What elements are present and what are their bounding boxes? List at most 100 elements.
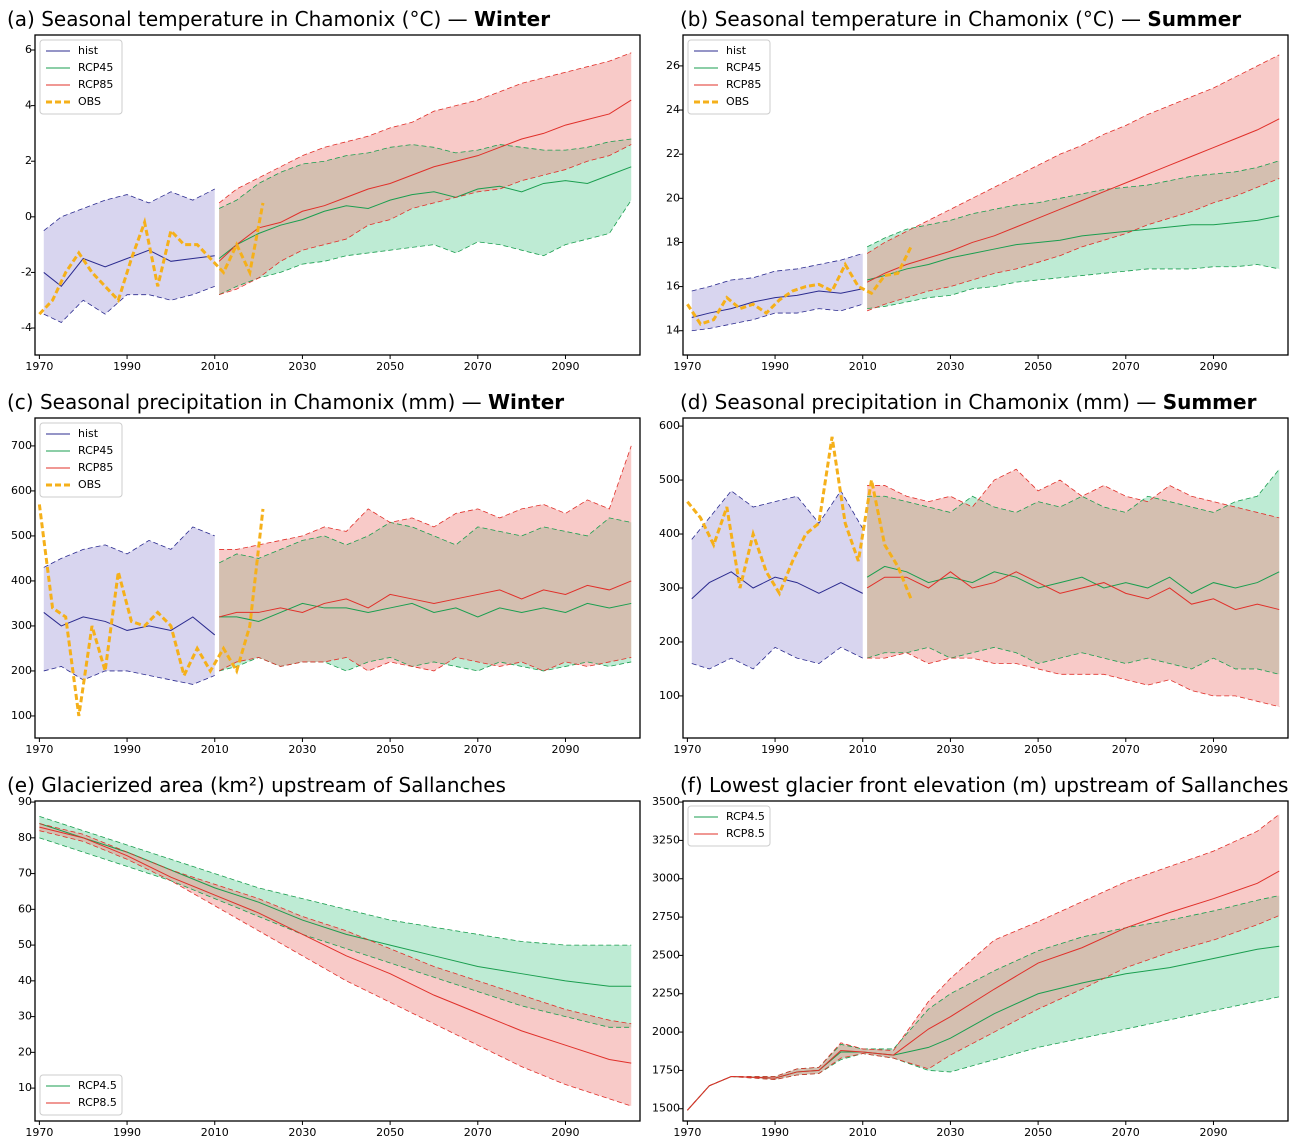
band-lower (39, 837, 632, 1028)
x-tick-label: 1990 (113, 360, 141, 373)
panel: (e) Glacierized area (km²) upstream of S… (7, 773, 641, 1138)
panel-title: (c) Seasonal precipitation in Chamonix (… (7, 390, 564, 414)
band-lower (867, 652, 1280, 708)
series-line (691, 288, 863, 318)
band (39, 823, 632, 1106)
series-line (43, 249, 215, 288)
panel: (b) Seasonal temperature in Chamonix (°C… (666, 7, 1289, 373)
title-text: (f) Lowest glacier front elevation (m) u… (680, 773, 1288, 797)
y-tick-label: 2500 (652, 948, 680, 961)
band-upper (39, 823, 632, 1025)
legend-box (687, 39, 771, 115)
y-tick-label: 500 (11, 529, 32, 542)
band-upper (866, 54, 1280, 254)
y-tick-label: 4 (25, 99, 32, 112)
series-line (686, 246, 913, 326)
panel-title: (b) Seasonal temperature in Chamonix (°C… (680, 7, 1241, 31)
band-upper (219, 445, 632, 550)
y-tick-label: 30 (18, 1010, 32, 1023)
y-tick-label: 16 (666, 280, 680, 293)
x-tick-label: 2070 (1112, 360, 1140, 373)
series-line (691, 571, 863, 600)
band-upper (867, 469, 1280, 513)
band-lower (218, 199, 632, 296)
y-tick-label: 3250 (652, 833, 680, 846)
panel: (d) Seasonal precipitation in Chamonix (… (659, 390, 1289, 756)
x-tick-label: 2090 (551, 743, 579, 756)
series-line (686, 436, 913, 600)
series-line (38, 202, 265, 316)
x-tick-label: 2010 (849, 743, 877, 756)
x-tick-label: 2030 (936, 1126, 964, 1138)
y-tick-label: 100 (659, 689, 680, 702)
series-line (219, 580, 632, 618)
y-tick-label: 80 (18, 831, 32, 844)
band-lower (39, 830, 632, 1107)
x-tick-label: 2010 (201, 743, 229, 756)
series-line (866, 118, 1280, 283)
x-tick-label: 1970 (25, 1126, 53, 1138)
y-tick-label: 14 (666, 324, 680, 337)
title-text: (e) Glacierized area (km²) upstream of S… (7, 773, 506, 797)
x-tick-label: 1990 (113, 1126, 141, 1138)
band-lower (867, 264, 1280, 310)
band-upper (691, 253, 863, 292)
y-tick-label: 300 (659, 581, 680, 594)
legend-label: hist (726, 44, 747, 57)
title-emphasis: Winter (488, 390, 564, 414)
x-tick-label: 2090 (551, 360, 579, 373)
x-tick-label: 1970 (25, 743, 53, 756)
band (43, 526, 215, 685)
y-tick-label: 60 (18, 902, 32, 915)
y-tick-label: 20 (18, 1045, 32, 1058)
x-tick-label: 1970 (673, 1126, 701, 1138)
legend-box (687, 805, 771, 847)
panel: (f) Lowest glacier front elevation (m) u… (652, 773, 1289, 1138)
y-tick-label: 400 (11, 574, 32, 587)
band (219, 52, 632, 295)
legend-label: RCP85 (78, 78, 113, 91)
legend-label: RCP8.5 (78, 1096, 117, 1109)
band (219, 445, 632, 671)
x-tick-label: 2070 (1112, 743, 1140, 756)
series-line (37, 504, 265, 717)
band-lower (687, 915, 1280, 1111)
y-tick-label: 500 (659, 473, 680, 486)
series-line (866, 565, 1280, 594)
legend-label: hist (78, 44, 99, 57)
band (219, 138, 632, 295)
x-tick-label: 1990 (761, 1126, 789, 1138)
legend-label: hist (78, 427, 99, 440)
title-text: (c) Seasonal precipitation in Chamonix (… (7, 390, 482, 414)
series-line (219, 602, 632, 622)
legend-label: RCP85 (78, 461, 113, 474)
title-emphasis: Winter (474, 7, 550, 31)
legend-label: RCP8.5 (726, 827, 765, 840)
x-tick-label: 2050 (1024, 1126, 1052, 1138)
title-text: (b) Seasonal temperature in Chamonix (°C… (680, 7, 1141, 31)
x-tick-label: 2010 (849, 1126, 877, 1138)
y-tick-label: 1500 (652, 1102, 680, 1115)
y-tick-label: 100 (11, 709, 32, 722)
y-tick-label: 2000 (652, 1025, 680, 1038)
x-tick-label: 2090 (1199, 743, 1227, 756)
y-tick-label: 600 (659, 419, 680, 432)
y-tick-label: 700 (11, 439, 32, 452)
x-tick-label: 1990 (761, 360, 789, 373)
y-tick-label: 3000 (652, 872, 680, 885)
band (691, 253, 863, 331)
x-tick-label: 2030 (288, 743, 316, 756)
x-tick-label: 1990 (113, 743, 141, 756)
legend-label: OBS (78, 95, 101, 108)
x-tick-label: 2050 (376, 360, 404, 373)
x-tick-label: 1970 (673, 743, 701, 756)
x-tick-label: 2010 (201, 1126, 229, 1138)
legend-label: OBS (726, 95, 749, 108)
y-tick-label: 90 (18, 795, 32, 808)
y-tick-label: 0 (25, 210, 32, 223)
plot-frame (682, 34, 1289, 356)
band-upper (691, 490, 864, 540)
legend-label: RCP85 (726, 78, 761, 91)
x-tick-label: 2090 (1199, 1126, 1227, 1138)
